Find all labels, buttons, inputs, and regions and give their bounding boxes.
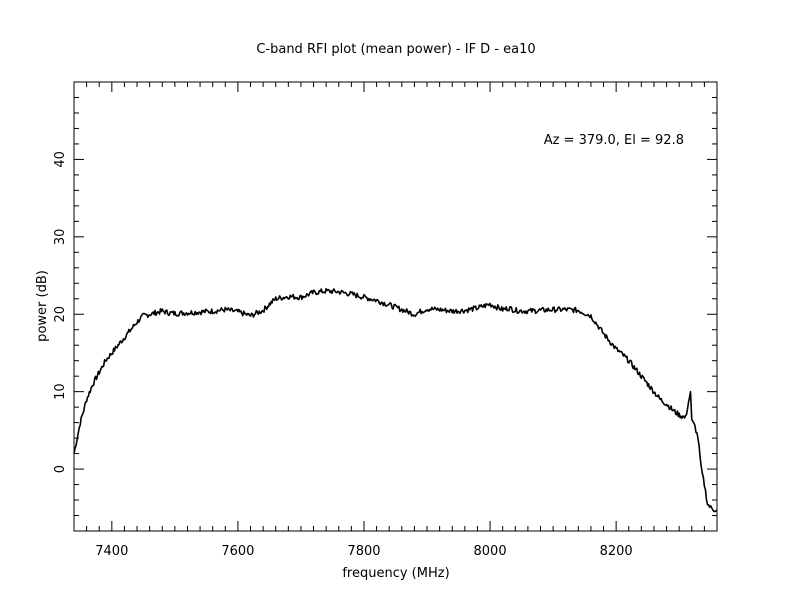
y-tick-label: 40 <box>53 151 68 168</box>
x-axis-label: frequency (MHz) <box>342 566 449 581</box>
axis-ticks <box>73 81 718 532</box>
axis-tick-labels: 7400 7600 7800 8000 8200 0 10 20 30 40 <box>53 151 633 559</box>
y-tick-label: 0 <box>53 465 68 473</box>
x-tick-label: 7600 <box>221 544 254 559</box>
y-tick-label: 20 <box>53 306 68 323</box>
x-tick-label: 8200 <box>600 544 633 559</box>
y-tick-label: 10 <box>53 383 68 400</box>
series-line <box>73 287 718 513</box>
y-tick-label: 30 <box>53 229 68 246</box>
plot-frame <box>73 81 718 532</box>
y-axis-label: power (dB) <box>35 270 50 342</box>
x-tick-label: 7800 <box>347 544 380 559</box>
x-tick-label: 7400 <box>95 544 128 559</box>
chart-title: C-band RFI plot (mean power) - IF D - ea… <box>256 42 535 57</box>
az-el-annotation: Az = 379.0, El = 92.8 <box>544 133 684 148</box>
x-tick-label: 8000 <box>474 544 507 559</box>
